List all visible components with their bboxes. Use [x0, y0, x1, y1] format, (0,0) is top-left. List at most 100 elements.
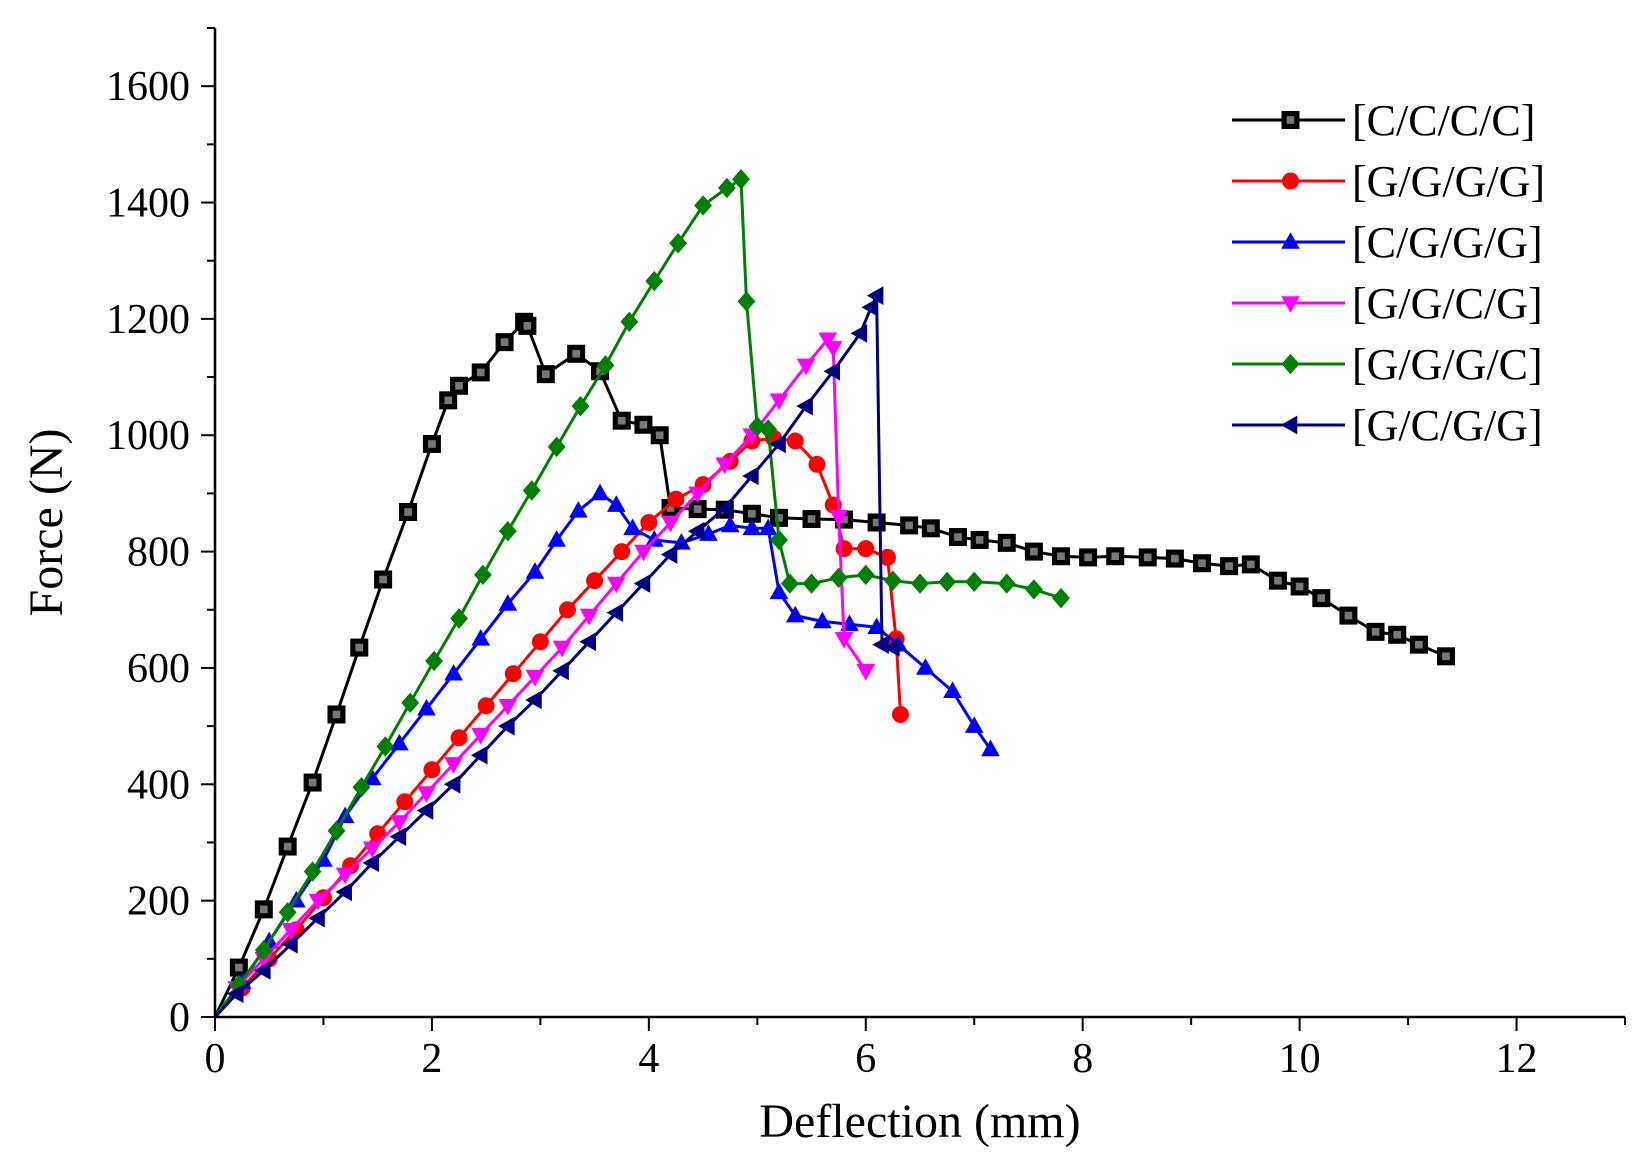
series-4-point-31 — [883, 570, 902, 591]
series-3-point-10 — [471, 728, 491, 745]
legend-item-0: [C/C/C/C] — [1232, 96, 1535, 145]
series-5-point-2 — [254, 961, 271, 980]
series-3-point-4 — [308, 893, 328, 911]
x-tick-label-8: 8 — [1072, 1036, 1093, 1082]
series-0-point-5 — [327, 705, 346, 724]
series-0-point-49 — [1388, 625, 1407, 644]
series-1-point-17 — [667, 490, 685, 508]
legend-marker-4 — [1281, 353, 1300, 375]
y-tick-label-600: 600 — [127, 646, 190, 692]
y-tick-label-0: 0 — [169, 995, 190, 1041]
series-5-point-24 — [850, 324, 868, 343]
legend-label-3: [G/G/C/G] — [1352, 279, 1543, 328]
series-5-point-7 — [389, 827, 407, 847]
y-axis-title: Force (N) — [20, 429, 73, 617]
x-tick-label-4: 4 — [638, 1036, 659, 1082]
series-3-point-25 — [829, 509, 849, 527]
series-0-point-47 — [1339, 606, 1358, 625]
legend-label-2: [C/G/G/G] — [1352, 218, 1543, 267]
series-5 — [213, 286, 900, 1019]
series-1-point-6 — [369, 825, 387, 843]
series-4-point-37 — [1052, 587, 1070, 609]
series-0-point-44 — [1268, 571, 1287, 590]
series-1-point-22 — [786, 432, 804, 450]
series-4-point-7 — [376, 736, 395, 757]
series-3-point-11 — [498, 698, 518, 716]
series-4-point-18 — [645, 270, 664, 292]
series-1-point-15 — [613, 543, 631, 561]
series-0-point-26 — [770, 508, 788, 527]
series-4-point-36 — [1024, 579, 1043, 600]
series-4-point-15 — [571, 395, 590, 417]
series-5-point-17 — [660, 545, 678, 564]
series-5-point-16 — [633, 574, 651, 593]
series-0 — [213, 312, 1456, 1018]
series-0-point-32 — [948, 528, 967, 547]
series-0-point-41 — [1193, 554, 1211, 573]
series-0-point-8 — [399, 503, 418, 522]
series-5-point-8 — [416, 801, 434, 820]
y-tick-label-800: 800 — [127, 530, 190, 576]
series-4-point-26 — [770, 529, 788, 551]
series-3-point-21 — [769, 393, 789, 411]
series-0-point-10 — [439, 391, 458, 410]
series-3-point-16 — [634, 544, 653, 562]
series-1-point-29 — [891, 705, 909, 723]
legend-label-0: [C/C/C/C] — [1352, 96, 1535, 145]
legend-item-1: [G/G/G/G] — [1232, 157, 1545, 206]
series-4-point-23 — [737, 291, 756, 312]
x-tick-label-12: 12 — [1496, 1036, 1538, 1082]
series-4-point-19 — [669, 233, 688, 254]
series-2-point-16 — [606, 495, 626, 512]
series-5-point-20 — [742, 466, 759, 486]
series-4-point-29 — [829, 567, 848, 588]
tick-labels: 0 2 4 6 8 10 12 0 200 400 600 800 1000 1200 1400 1600 — [106, 64, 1538, 1082]
series-3-point-8 — [417, 786, 436, 803]
series-0-point-35 — [1024, 542, 1043, 561]
series-1-point-7 — [396, 793, 414, 811]
series-2-point-6 — [362, 768, 382, 786]
series-2-point-15 — [590, 483, 610, 501]
series-1-point-27 — [878, 548, 896, 566]
series-0-point-34 — [997, 533, 1016, 552]
series-5-point-23 — [823, 361, 841, 381]
x-tick-label-10: 10 — [1279, 1036, 1321, 1082]
series-3-point-3 — [281, 922, 301, 940]
legend-marker-1 — [1282, 172, 1299, 190]
legend-label-4: [G/G/G/C] — [1352, 340, 1543, 389]
series-0-point-45 — [1290, 577, 1309, 596]
series-4-point-9 — [425, 650, 444, 672]
series-0-point-29 — [867, 513, 886, 532]
series-1-point-12 — [531, 633, 549, 651]
series-3-point-5 — [335, 867, 355, 885]
series-0-point-48 — [1366, 622, 1385, 641]
series-1-point-23 — [808, 455, 826, 473]
series-0-point-31 — [921, 519, 940, 538]
series-0-point-2 — [254, 900, 273, 919]
series-4-point-14 — [547, 436, 566, 458]
plot-series — [213, 169, 1456, 1019]
series-5-point-18 — [687, 521, 705, 541]
series-line-3 — [213, 337, 868, 1018]
series-3-point-26 — [834, 632, 854, 649]
series-2-point-26 — [813, 611, 832, 629]
series-1-point-14 — [586, 572, 604, 590]
series-2-point-7 — [390, 733, 409, 751]
series-4-point-12 — [498, 521, 517, 542]
series-1-point-11 — [504, 665, 522, 683]
series-5-point-12 — [525, 690, 542, 710]
legend: [C/C/C/C] [G/G/G/G] [C/G/G/G] [G/G/C/G] [G/G… — [1232, 96, 1545, 450]
series-5-point-3 — [281, 934, 298, 954]
series-4-point-17 — [620, 311, 639, 332]
series-4-point-3 — [278, 902, 297, 923]
legend-marker-2 — [1281, 232, 1300, 249]
series-4-point-20 — [694, 195, 713, 216]
series-4-point-2 — [254, 939, 273, 961]
y-tick-label-200: 200 — [127, 879, 190, 925]
series-4-point-21 — [718, 177, 736, 199]
series-0-point-13 — [495, 333, 514, 352]
series-0-point-37 — [1079, 548, 1098, 567]
x-tick-label-2: 2 — [421, 1036, 442, 1082]
series-1-point-13 — [559, 601, 576, 619]
series-3-point-18 — [688, 486, 708, 504]
